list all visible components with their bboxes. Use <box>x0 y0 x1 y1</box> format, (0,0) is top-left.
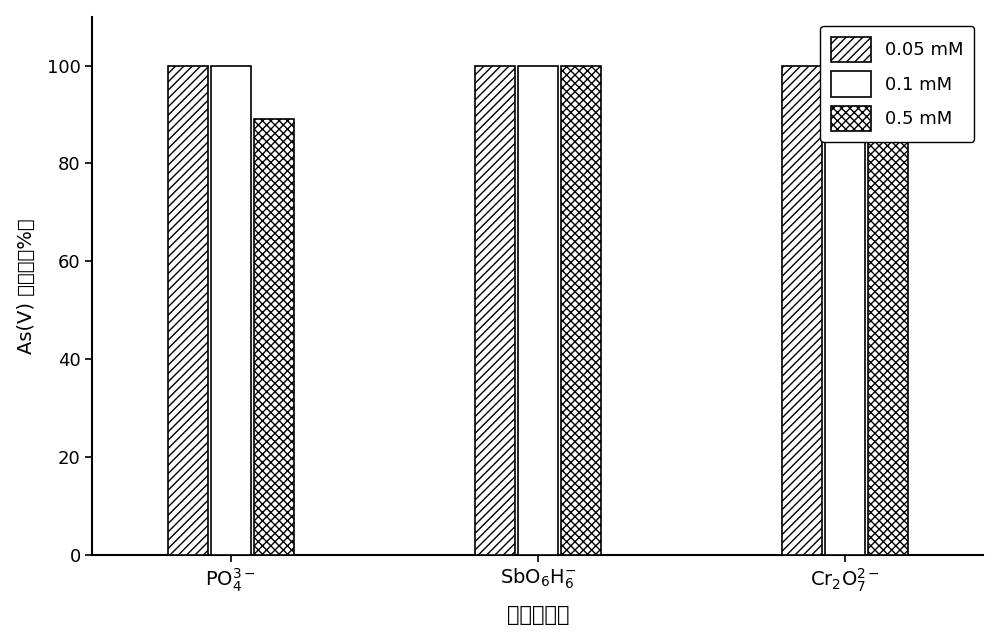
X-axis label: 竞争阴离子: 竞争阴离子 <box>507 605 569 625</box>
Y-axis label: As(V) 去除率（%）: As(V) 去除率（%） <box>17 218 36 354</box>
Bar <box>254 119 294 555</box>
Legend: 0.05 mM, 0.1 mM, 0.5 mM: 0.05 mM, 0.1 mM, 0.5 mM <box>820 26 974 142</box>
Bar <box>561 65 601 555</box>
Bar <box>211 65 251 555</box>
Bar <box>868 65 908 555</box>
Bar <box>475 65 515 555</box>
Bar <box>782 65 822 555</box>
Bar <box>825 65 865 555</box>
Bar <box>518 65 558 555</box>
Bar <box>168 65 208 555</box>
